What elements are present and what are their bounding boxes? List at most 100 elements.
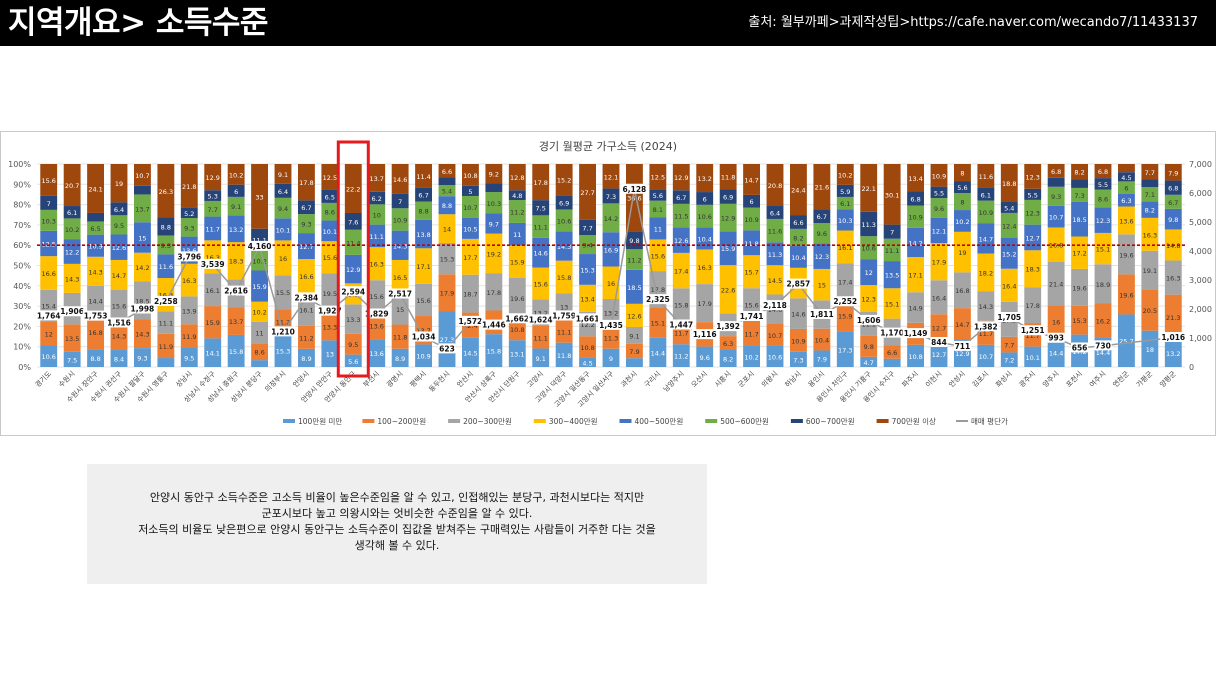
segment-value-label: 7.7	[1004, 342, 1014, 350]
bar-segment	[204, 273, 222, 307]
price-label: 2,384	[295, 293, 319, 302]
bar-segment	[227, 334, 245, 367]
segment-value-label: 10.8	[908, 353, 922, 361]
segment-value-label: 11.6	[159, 263, 173, 271]
segment-value-label: 7.9	[817, 356, 827, 364]
segment-value-label: 27.7	[580, 189, 594, 197]
bar-segment	[344, 164, 362, 213]
price-label: 1,662	[505, 314, 529, 323]
segment-value-label: 6.1	[840, 200, 850, 208]
bar-segment	[368, 280, 386, 312]
segment-value-label: 12.2	[580, 321, 594, 329]
category-label: 하남시	[783, 369, 803, 389]
bar-segment	[63, 263, 81, 293]
bar-segment	[883, 164, 901, 225]
bar-segment	[930, 186, 948, 199]
segment-value-label: 7.3	[606, 193, 616, 201]
price-label: 1,998	[131, 305, 155, 314]
segment-value-label: 17.3	[838, 346, 852, 354]
bar-segment	[368, 247, 386, 281]
segment-value-label: 15	[818, 282, 826, 290]
bar-segment	[87, 315, 105, 350]
price-label: 1,210	[271, 327, 295, 336]
segment-value-label: 9.3	[1051, 193, 1061, 201]
bar-segment	[110, 350, 128, 367]
bar-segment	[157, 311, 175, 334]
segment-value-label: 13.3	[346, 316, 360, 324]
bar-segment	[274, 240, 292, 276]
segment-value-label: 8.2	[1145, 207, 1155, 215]
bar-segment	[860, 211, 878, 237]
segment-value-label: 15.5	[276, 289, 290, 297]
segment-value-label: 9.1	[278, 171, 288, 179]
bar-segment	[321, 340, 339, 367]
segment-value-label: 6.1	[981, 191, 991, 199]
left-tick-label: 30%	[13, 302, 31, 311]
bar-segment	[485, 164, 503, 184]
segment-value-label: 13.6	[1119, 217, 1133, 225]
category-label: 여주시	[1087, 369, 1107, 389]
bar-segment	[789, 164, 807, 216]
bar-segment	[40, 345, 58, 367]
bar-segment	[907, 191, 925, 206]
bar-segment	[649, 239, 667, 272]
segment-value-label: 15.2	[1002, 250, 1016, 258]
bar-segment	[977, 344, 995, 367]
segment-value-label: 14.3	[112, 333, 126, 341]
segment-value-label: 9.3	[161, 242, 171, 250]
category-label: 고양시	[526, 370, 545, 389]
price-label: 2,594	[341, 287, 365, 296]
segment-value-label: 11.1	[533, 224, 547, 232]
bar-segment	[461, 337, 479, 367]
bar-segment	[649, 217, 667, 240]
bar-segment	[907, 227, 925, 258]
segment-value-label: 12.7	[932, 351, 946, 359]
price-label: 1,251	[1021, 326, 1045, 335]
segment-value-label: 11.6	[768, 228, 782, 236]
price-label: 4,160	[248, 242, 272, 251]
bar-segment	[461, 274, 479, 313]
bar-segment	[344, 229, 362, 255]
bar-segment	[813, 209, 831, 224]
price-label: 1,705	[997, 313, 1021, 322]
bar-segment	[368, 339, 386, 367]
bar-segment	[860, 335, 878, 357]
bar-segment	[251, 164, 269, 229]
bar-segment	[1141, 187, 1159, 202]
bar-segment	[672, 288, 690, 321]
segment-value-label: 13.7	[416, 327, 430, 335]
segment-value-label: 19	[115, 180, 123, 188]
segment-value-label: 11.7	[979, 330, 993, 338]
segment-value-label: 12.9	[205, 174, 219, 182]
bar-segment	[719, 203, 737, 232]
price-label: 2,616	[224, 287, 248, 296]
right-tick-label: 0	[1189, 363, 1194, 372]
segment-value-label: 24.4	[791, 187, 805, 195]
bar-segment	[625, 343, 643, 359]
bar-segment	[157, 217, 175, 236]
legend-swatch	[362, 419, 375, 423]
segment-value-label: 12.7	[299, 243, 313, 251]
bar-segment	[40, 256, 58, 290]
commentary-box: 안양시 동안구 소득수준은 고소득 비율이 높은수준임을 알 수 있고, 인접해…	[87, 464, 707, 584]
segment-value-label: 15.6	[416, 297, 430, 305]
segment-value-label: 14.7	[112, 272, 126, 280]
segment-value-label: 13.2	[1166, 350, 1180, 358]
segment-value-label: 14.5	[463, 349, 477, 357]
segment-value-label: 10.3	[41, 217, 55, 225]
segment-value-label: 18.2	[979, 269, 993, 277]
bar-segment	[719, 349, 737, 367]
segment-value-label: 12.6	[112, 244, 126, 252]
price-label: 6,128	[623, 185, 647, 194]
bar-segment	[204, 190, 222, 201]
category-label: 수원시	[57, 369, 77, 389]
price-label: 1,447	[669, 321, 693, 330]
segment-value-label: 14.7	[955, 321, 969, 329]
segment-value-label: 15.9	[510, 259, 524, 267]
price-label: 1,661	[576, 314, 600, 323]
stacked-bars	[40, 164, 1182, 367]
bar-segment	[743, 164, 761, 195]
segment-value-label: 5.6	[348, 358, 358, 366]
segment-value-label: 12.7	[1025, 234, 1039, 242]
segment-value-label: 8.1	[653, 206, 663, 214]
